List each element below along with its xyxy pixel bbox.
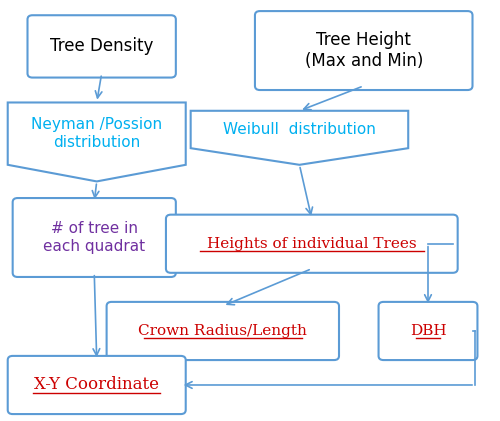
Text: Tree Density: Tree Density xyxy=(50,37,154,56)
Text: Tree Height
(Max and Min): Tree Height (Max and Min) xyxy=(304,31,423,70)
Text: Crown Radius/Length: Crown Radius/Length xyxy=(138,324,307,338)
FancyBboxPatch shape xyxy=(255,11,472,90)
FancyBboxPatch shape xyxy=(166,215,458,273)
FancyBboxPatch shape xyxy=(28,15,176,77)
FancyBboxPatch shape xyxy=(12,198,176,277)
Text: Heights of individual Trees: Heights of individual Trees xyxy=(207,237,416,251)
FancyBboxPatch shape xyxy=(378,302,478,360)
Text: DBH: DBH xyxy=(410,324,447,338)
Polygon shape xyxy=(190,111,408,165)
FancyBboxPatch shape xyxy=(106,302,339,360)
Polygon shape xyxy=(8,102,186,181)
FancyBboxPatch shape xyxy=(8,356,186,414)
Text: # of tree in
each quadrat: # of tree in each quadrat xyxy=(43,221,146,254)
Text: X-Y Coordinate: X-Y Coordinate xyxy=(34,376,159,394)
Text: Neyman /Possion
distribution: Neyman /Possion distribution xyxy=(31,117,162,150)
Text: Weibull  distribution: Weibull distribution xyxy=(223,122,376,137)
